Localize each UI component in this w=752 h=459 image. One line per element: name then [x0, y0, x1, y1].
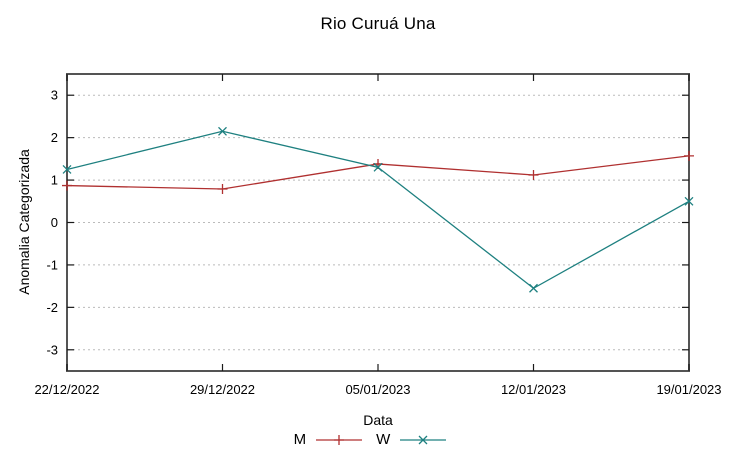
series-W-marker: [373, 162, 383, 172]
series-W-marker: [62, 165, 72, 174]
x-tick-label: 19/01/2023: [656, 382, 721, 397]
series-M-marker: [217, 183, 228, 194]
x-tick-label: 12/01/2023: [501, 382, 566, 397]
legend-line-sample-w: [400, 435, 447, 444]
legend: M W: [0, 431, 740, 448]
y-tick-label: -1: [46, 257, 58, 272]
y-tick-label: 1: [51, 173, 58, 188]
legend-sample-marker: [334, 434, 345, 445]
y-tick-label: 3: [51, 88, 58, 103]
series-W-marker: [684, 196, 694, 206]
x-axis-label: Data: [363, 412, 393, 428]
legend-label-w: W: [376, 431, 391, 448]
legend-item-w: W: [376, 431, 447, 448]
legend-line-sample-m: [316, 434, 363, 445]
series-M-marker: [62, 180, 72, 191]
legend-item-m: M: [294, 431, 363, 448]
series-M-marker: [528, 169, 539, 180]
x-tick-label: 29/12/2022: [190, 382, 255, 397]
y-tick-label: 0: [51, 215, 58, 230]
series-M-marker: [684, 150, 694, 161]
y-tick-label: -3: [46, 342, 58, 357]
x-tick-label: 05/01/2023: [345, 382, 410, 397]
legend-sample-marker: [418, 435, 428, 444]
y-tick-label: -2: [46, 300, 58, 315]
y-tick-label: 2: [51, 130, 58, 145]
x-tick-label: 22/12/2022: [34, 382, 99, 397]
series-W-marker: [218, 126, 227, 136]
legend-label-m: M: [293, 431, 307, 448]
chart-title: Rio Curuá Una: [320, 14, 436, 33]
series-W-marker: [529, 283, 538, 293]
